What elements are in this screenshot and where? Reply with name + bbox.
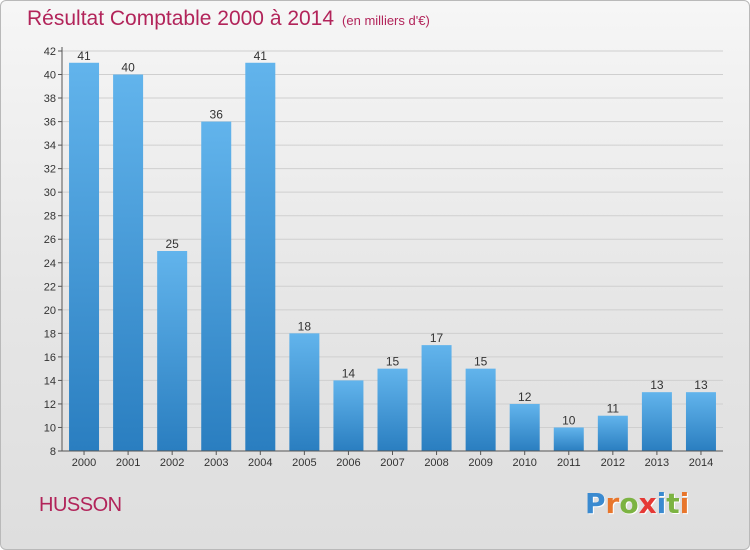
bar-2010 bbox=[509, 403, 540, 451]
bar-2009 bbox=[465, 368, 496, 451]
x-tick-labels: 2000 2001 2002 2003 2004 2005 2006 2007 2008 2009… bbox=[72, 457, 713, 469]
x-tick-label: 2011 bbox=[557, 457, 581, 469]
chart-title-text: Résultat Comptable 2000 à 2014 bbox=[27, 7, 335, 30]
bar-2005 bbox=[289, 333, 320, 451]
y-tick-label: 34 bbox=[44, 140, 56, 152]
x-tick-label: 2005 bbox=[292, 457, 316, 469]
y-tick-label: 40 bbox=[44, 70, 56, 82]
bar-2002 bbox=[157, 251, 188, 451]
data-label: 15 bbox=[386, 355, 400, 369]
data-label: 17 bbox=[430, 331, 444, 345]
x-tick-label: 2001 bbox=[116, 457, 140, 469]
logo-letter: o bbox=[619, 487, 639, 520]
y-tick-label: 16 bbox=[44, 352, 56, 364]
y-tick-label: 36 bbox=[44, 117, 56, 129]
x-tick-label: 2000 bbox=[72, 457, 96, 469]
y-tick-label: 14 bbox=[44, 375, 56, 387]
data-label: 41 bbox=[77, 49, 91, 63]
bar-2003 bbox=[201, 121, 232, 452]
bar-2004 bbox=[245, 62, 276, 451]
data-label: 10 bbox=[562, 413, 576, 427]
logo-letter: r bbox=[605, 487, 620, 520]
logo-letter: i bbox=[679, 487, 690, 520]
commune-name: HUSSON bbox=[39, 494, 122, 516]
data-label: 41 bbox=[254, 49, 268, 63]
y-tick-label: 12 bbox=[44, 399, 56, 411]
data-label: 13 bbox=[694, 378, 708, 392]
x-tick-label: 2012 bbox=[601, 457, 625, 469]
y-tick-label: 18 bbox=[44, 328, 56, 340]
logo-letter: t bbox=[666, 487, 680, 520]
data-label: 12 bbox=[518, 390, 532, 404]
logo-letter: x bbox=[638, 487, 657, 520]
x-tick-label: 2010 bbox=[512, 457, 536, 469]
x-tick-label: 2008 bbox=[424, 457, 448, 469]
y-tick-label: 24 bbox=[44, 258, 56, 270]
data-label: 13 bbox=[650, 378, 664, 392]
x-tick-label: 2003 bbox=[204, 457, 228, 469]
y-tick-label: 20 bbox=[44, 305, 56, 317]
x-tick-label: 2004 bbox=[248, 457, 272, 469]
data-label: 11 bbox=[607, 402, 620, 416]
bar-2011 bbox=[553, 427, 584, 451]
data-label: 15 bbox=[474, 355, 488, 369]
bar-2014 bbox=[685, 392, 716, 451]
data-label: 40 bbox=[121, 61, 135, 75]
x-tick-label: 2009 bbox=[468, 457, 492, 469]
x-tick-label: 2014 bbox=[689, 457, 713, 469]
chart-title: Résultat Comptable 2000 à 2014 (en millie… bbox=[27, 7, 430, 31]
y-tick-label: 28 bbox=[44, 211, 56, 223]
y-tick-label: 8 bbox=[50, 446, 56, 458]
bar-2000 bbox=[69, 62, 100, 451]
bar-2013 bbox=[641, 392, 672, 451]
proxiti-logo: Proxiti bbox=[585, 487, 689, 520]
chart-subtitle: (en milliers d'€) bbox=[342, 13, 430, 28]
bar-2008 bbox=[421, 345, 452, 451]
x-tick-label: 2002 bbox=[160, 457, 184, 469]
data-labels: 41 40 25 36 41 18 14 15 17 15 12 10 11 13 13 bbox=[77, 49, 708, 428]
x-tick-label: 2013 bbox=[645, 457, 669, 469]
data-label: 14 bbox=[342, 366, 356, 380]
data-label: 25 bbox=[165, 237, 179, 251]
x-tick-label: 2006 bbox=[336, 457, 360, 469]
bar-2006 bbox=[333, 380, 364, 451]
data-label: 18 bbox=[298, 319, 312, 333]
bar-2001 bbox=[113, 74, 144, 451]
y-tick-label: 22 bbox=[44, 281, 56, 293]
x-tick-label: 2007 bbox=[380, 457, 404, 469]
bar-2007 bbox=[377, 368, 408, 451]
axes bbox=[61, 47, 723, 452]
bars bbox=[69, 62, 716, 452]
logo-letter: P bbox=[585, 487, 606, 520]
y-tick-label: 38 bbox=[44, 93, 56, 105]
y-tick-labels: 8 10 12 14 16 18 20 22 24 26 28 30 32 34 36 38 40 42 bbox=[44, 46, 56, 458]
data-label: 36 bbox=[210, 108, 224, 122]
y-tick-label: 10 bbox=[44, 422, 56, 434]
y-tick-label: 30 bbox=[44, 187, 56, 199]
y-tick-label: 26 bbox=[44, 234, 56, 246]
logo-letter: i bbox=[656, 487, 667, 520]
y-tick-label: 32 bbox=[44, 164, 56, 176]
y-tick-label: 42 bbox=[44, 46, 56, 58]
bar-2012 bbox=[597, 415, 628, 451]
